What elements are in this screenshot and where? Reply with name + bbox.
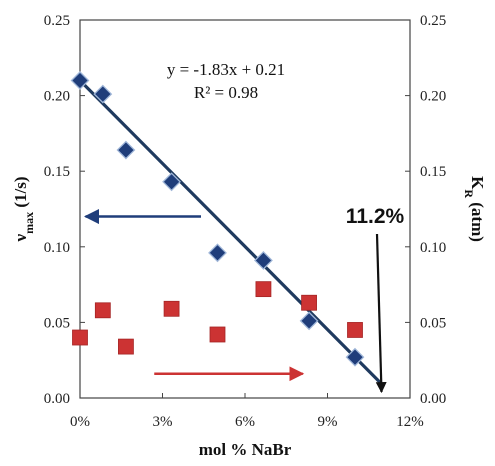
trendline xyxy=(78,79,384,386)
diamond-point xyxy=(208,243,227,263)
square-point xyxy=(72,329,88,346)
x-tick-label: 9% xyxy=(318,414,338,430)
y-right-tick-label: 0.00 xyxy=(420,391,446,407)
y-left-tick-label: 0.00 xyxy=(44,391,70,407)
y-left-sub: max xyxy=(22,212,36,234)
y-left-main: ν xyxy=(11,234,30,243)
y-left-tick-label: 0.05 xyxy=(44,315,70,331)
diamond-point xyxy=(116,140,136,160)
diamond-point xyxy=(254,250,273,270)
square-point xyxy=(94,302,111,319)
intercept-arrow xyxy=(375,233,387,394)
square-point xyxy=(118,338,134,355)
y-right-tick-label: 0.25 xyxy=(420,13,446,29)
trendline-group xyxy=(78,79,384,386)
diamond-point xyxy=(345,347,365,367)
diamond-point xyxy=(162,172,181,192)
axes: 0% 3% 6% 9% 12% 0.00 0.00 0.05 0.05 0.10 0.10 0.15 0… xyxy=(44,13,447,430)
marks-group xyxy=(70,71,365,367)
y-left-tick-label: 0.10 xyxy=(44,240,70,256)
diamond-point xyxy=(93,84,113,104)
intercept-callout: 11.2% xyxy=(346,205,405,228)
diamond-point xyxy=(70,71,90,90)
square-point xyxy=(301,294,317,311)
square-point xyxy=(163,300,180,317)
trendline-equation: y = -1.83x + 0.21 xyxy=(167,60,285,79)
square-point xyxy=(347,322,363,338)
x-tick-label: 0% xyxy=(70,414,90,430)
square-point xyxy=(209,326,226,343)
x-tick-label: 6% xyxy=(235,414,255,430)
y-axis-right-title: KR (atm) xyxy=(462,176,487,242)
y-left-tail: (1/s) xyxy=(11,176,30,211)
y-right-tick-label: 0.15 xyxy=(420,164,446,180)
y-left-tick-label: 0.15 xyxy=(44,164,70,180)
x-tick-label: 12% xyxy=(396,414,424,430)
x-axis-title: mol % NaBr xyxy=(199,440,292,459)
y-left-tick-label: 0.25 xyxy=(44,13,70,29)
annotations-group xyxy=(84,209,387,394)
y-right-tick-label: 0.20 xyxy=(420,89,446,105)
y-right-tick-label: 0.10 xyxy=(420,240,446,256)
y-axis-left-title: νmax (1/s) xyxy=(11,176,36,242)
trendline-r-squared: R² = 0.98 xyxy=(194,83,258,102)
square-point xyxy=(255,281,272,298)
x-tick-label: 3% xyxy=(153,414,173,430)
y-right-sub: R xyxy=(462,189,476,198)
y-right-tick-label: 0.05 xyxy=(420,315,446,331)
y-right-tail: (atm) xyxy=(468,198,487,242)
diamond-point xyxy=(299,311,319,331)
y-right-main: K xyxy=(468,176,487,190)
y-left-tick-label: 0.20 xyxy=(44,89,70,105)
